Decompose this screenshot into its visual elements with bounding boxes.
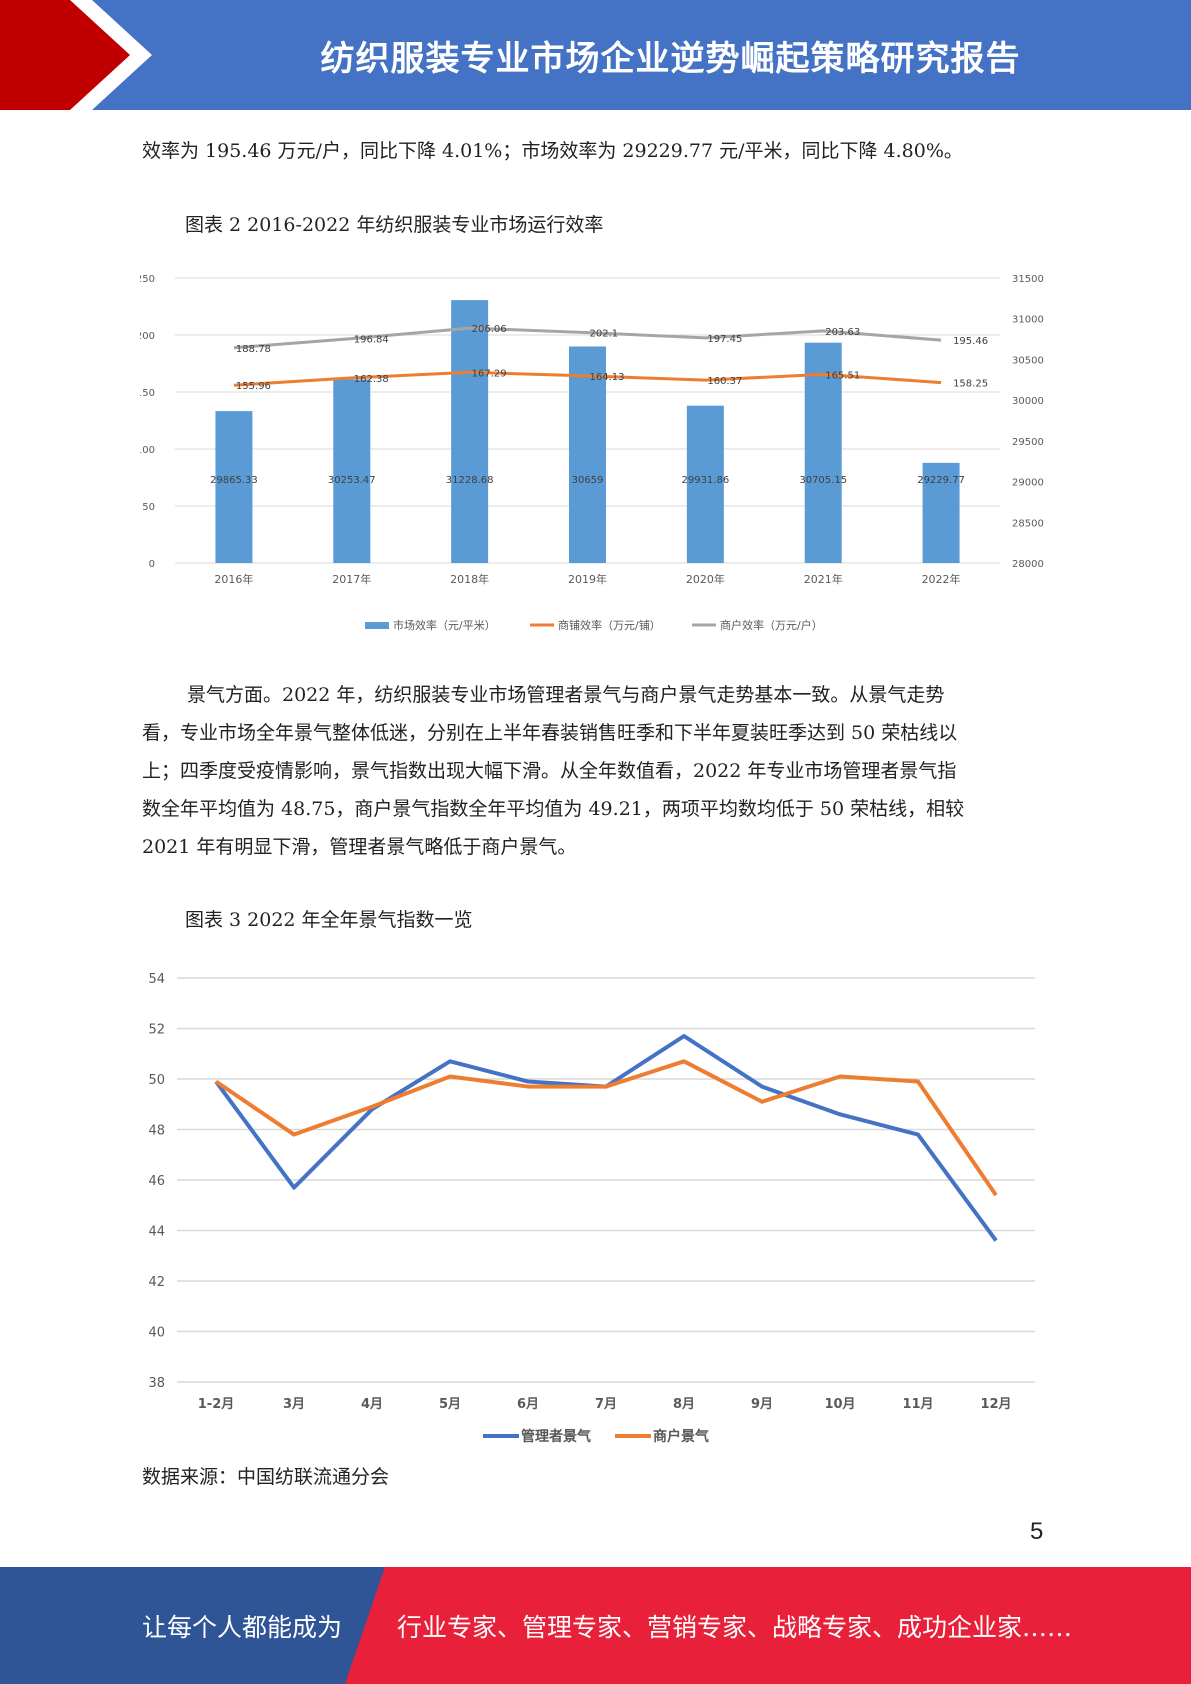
climate-line-4: 数全年平均值为 48.75，商户景气指数全年平均值为 49.21，两项平均数均低… xyxy=(142,798,965,820)
line-data-label: 155.96 xyxy=(236,381,271,392)
y-tick-label: 52 xyxy=(148,1023,165,1038)
left-axis-tick-label: 50 xyxy=(142,502,155,513)
right-axis-tick-label: 29500 xyxy=(1012,437,1044,448)
right-axis-tick-label: 31500 xyxy=(1012,274,1044,285)
efficiency-combo-chart: 0 50 100 150 200 250 28000 28500 29000 29500 30000… xyxy=(140,274,1044,632)
footer-slogan-left: 让每个人都能成为 xyxy=(142,1612,343,1642)
bar xyxy=(686,405,724,563)
x-tick-label: 12月 xyxy=(980,1397,1011,1412)
x-tick-label: 2022年 xyxy=(922,572,961,586)
x-tick-label: 2020年 xyxy=(686,572,725,586)
bar-data-label: 30253.47 xyxy=(328,475,376,486)
data-source: 数据来源：中国纺联流通分会 xyxy=(142,1466,390,1488)
y-tick-label: 54 xyxy=(148,972,165,987)
legend-label: 管理者景气 xyxy=(521,1428,591,1445)
header-chevron-decoration xyxy=(0,0,152,110)
left-axis-tick-label: 0 xyxy=(149,559,155,570)
bar-data-label: 29229.77 xyxy=(917,475,965,486)
right-axis-tick-label: 28000 xyxy=(1012,559,1044,570)
line-data-label: 164.13 xyxy=(590,372,625,383)
x-tick-label: 2016年 xyxy=(214,572,253,586)
bar xyxy=(922,462,960,563)
y-tick-label: 44 xyxy=(148,1225,165,1240)
legend-swatch xyxy=(365,622,389,629)
page-number: 5 xyxy=(1030,1518,1044,1545)
climate-line-1: 景气方面。2022 年，纺织服装专业市场管理者景气与商户景气走势基本一致。从景气… xyxy=(187,684,945,706)
legend-label: 商户效率（万元/户） xyxy=(720,618,823,632)
bar-data-label: 29931.86 xyxy=(681,475,729,486)
line-data-label: 206.06 xyxy=(472,324,507,335)
line-data-label: 202.1 xyxy=(590,329,619,340)
series-line xyxy=(214,1059,998,1197)
line-data-label: 196.84 xyxy=(354,335,389,346)
bar xyxy=(569,346,606,563)
x-tick-label: 7月 xyxy=(595,1397,617,1412)
y-tick-label: 50 xyxy=(148,1073,165,1088)
line-data-label: 167.29 xyxy=(472,368,507,379)
series-line xyxy=(214,1034,998,1242)
x-tick-label: 11月 xyxy=(902,1397,933,1412)
left-axis-tick-label: 200 xyxy=(140,331,155,342)
footer-slogan-right: 行业专家、管理专家、营销专家、战略专家、成功企业家…… xyxy=(397,1612,1073,1642)
x-tick-label: 1-2月 xyxy=(198,1397,235,1412)
y-tick-label: 40 xyxy=(148,1326,165,1341)
page-footer: 让每个人都能成为 行业专家、管理专家、营销专家、战略专家、成功企业家…… xyxy=(0,1567,1191,1684)
bar xyxy=(451,300,489,563)
bar-data-label: 29865.33 xyxy=(210,475,258,486)
chart3-caption: 图表 3 2022 年全年景气指数一览 xyxy=(185,909,473,931)
line-data-label: 197.45 xyxy=(707,334,742,345)
series-line xyxy=(233,326,942,350)
x-tick-label: 2019年 xyxy=(568,572,607,586)
legend-label: 商户景气 xyxy=(653,1428,709,1445)
climate-index-line-chart: 38 40 42 44 46 48 50 52 54 1-2月 3月 4月 5月 6月 7月 8月 9月 10月 1… xyxy=(148,972,1035,1445)
right-axis-tick-label: 29000 xyxy=(1012,478,1044,489)
legend-label: 商铺效率（万元/铺） xyxy=(558,618,661,632)
legend-label: 市场效率（元/平米） xyxy=(393,618,496,632)
series-line xyxy=(233,370,942,387)
x-tick-label: 2018年 xyxy=(450,572,489,586)
page-header: 纺织服装专业市场企业逆势崛起策略研究报告 xyxy=(0,0,1191,110)
intro-paragraph: 效率为 195.46 万元/户，同比下降 4.01%；市场效率为 29229.7… xyxy=(142,140,963,162)
bar xyxy=(804,342,842,563)
climate-paragraph: 景气方面。2022 年，纺织服装专业市场管理者景气与商户景气走势基本一致。从景气… xyxy=(142,676,1042,866)
line-data-label: 195.46 xyxy=(953,336,988,347)
line-data-label: 165.51 xyxy=(825,370,860,381)
x-tick-label: 4月 xyxy=(361,1397,383,1412)
bar-data-label: 31228.68 xyxy=(446,475,494,486)
x-tick-label: 10月 xyxy=(824,1397,855,1412)
line-data-label: 203.63 xyxy=(825,327,860,338)
right-axis-tick-label: 31000 xyxy=(1012,315,1044,326)
x-tick-label: 2017年 xyxy=(332,572,371,586)
climate-line-5: 2021 年有明显下滑，管理者景气略低于商户景气。 xyxy=(142,836,577,858)
right-axis-tick-label: 30500 xyxy=(1012,355,1044,366)
bar-data-label: 30705.15 xyxy=(799,475,847,486)
x-tick-label: 5月 xyxy=(439,1397,461,1412)
line-data-label: 188.78 xyxy=(236,344,271,355)
y-tick-label: 48 xyxy=(148,1124,165,1139)
x-tick-label: 6月 xyxy=(517,1397,539,1412)
bar xyxy=(333,379,371,563)
line-data-label: 160.37 xyxy=(707,376,742,387)
chart2-caption: 图表 2 2016-2022 年纺织服装专业市场运行效率 xyxy=(185,214,604,236)
y-tick-label: 46 xyxy=(148,1174,165,1189)
bar xyxy=(215,411,253,563)
left-axis-tick-label: 100 xyxy=(140,445,155,456)
climate-line-3: 上；四季度受疫情影响，景气指数出现大幅下滑。从全年数值看，2022 年专业市场管… xyxy=(142,760,957,782)
line-data-label: 162.38 xyxy=(354,374,389,385)
climate-line-2: 看，专业市场全年景气整体低迷，分别在上半年春装销售旺季和下半年夏装旺季达到 50… xyxy=(142,722,958,744)
bar-data-label: 30659 xyxy=(572,475,604,486)
y-tick-label: 38 xyxy=(148,1376,165,1391)
right-axis-tick-label: 28500 xyxy=(1012,518,1044,529)
x-tick-label: 8月 xyxy=(673,1397,695,1412)
report-title: 纺织服装专业市场企业逆势崛起策略研究报告 xyxy=(320,38,1021,79)
x-tick-label: 2021年 xyxy=(804,572,843,586)
left-axis-tick-label: 150 xyxy=(140,388,155,399)
y-tick-label: 42 xyxy=(148,1275,165,1290)
left-axis-tick-label: 250 xyxy=(140,274,155,285)
right-axis-tick-label: 30000 xyxy=(1012,396,1044,407)
footer-band-decoration xyxy=(0,1567,1191,1684)
line-data-label: 158.25 xyxy=(953,379,988,390)
x-tick-label: 3月 xyxy=(283,1397,305,1412)
x-tick-label: 9月 xyxy=(751,1397,773,1412)
